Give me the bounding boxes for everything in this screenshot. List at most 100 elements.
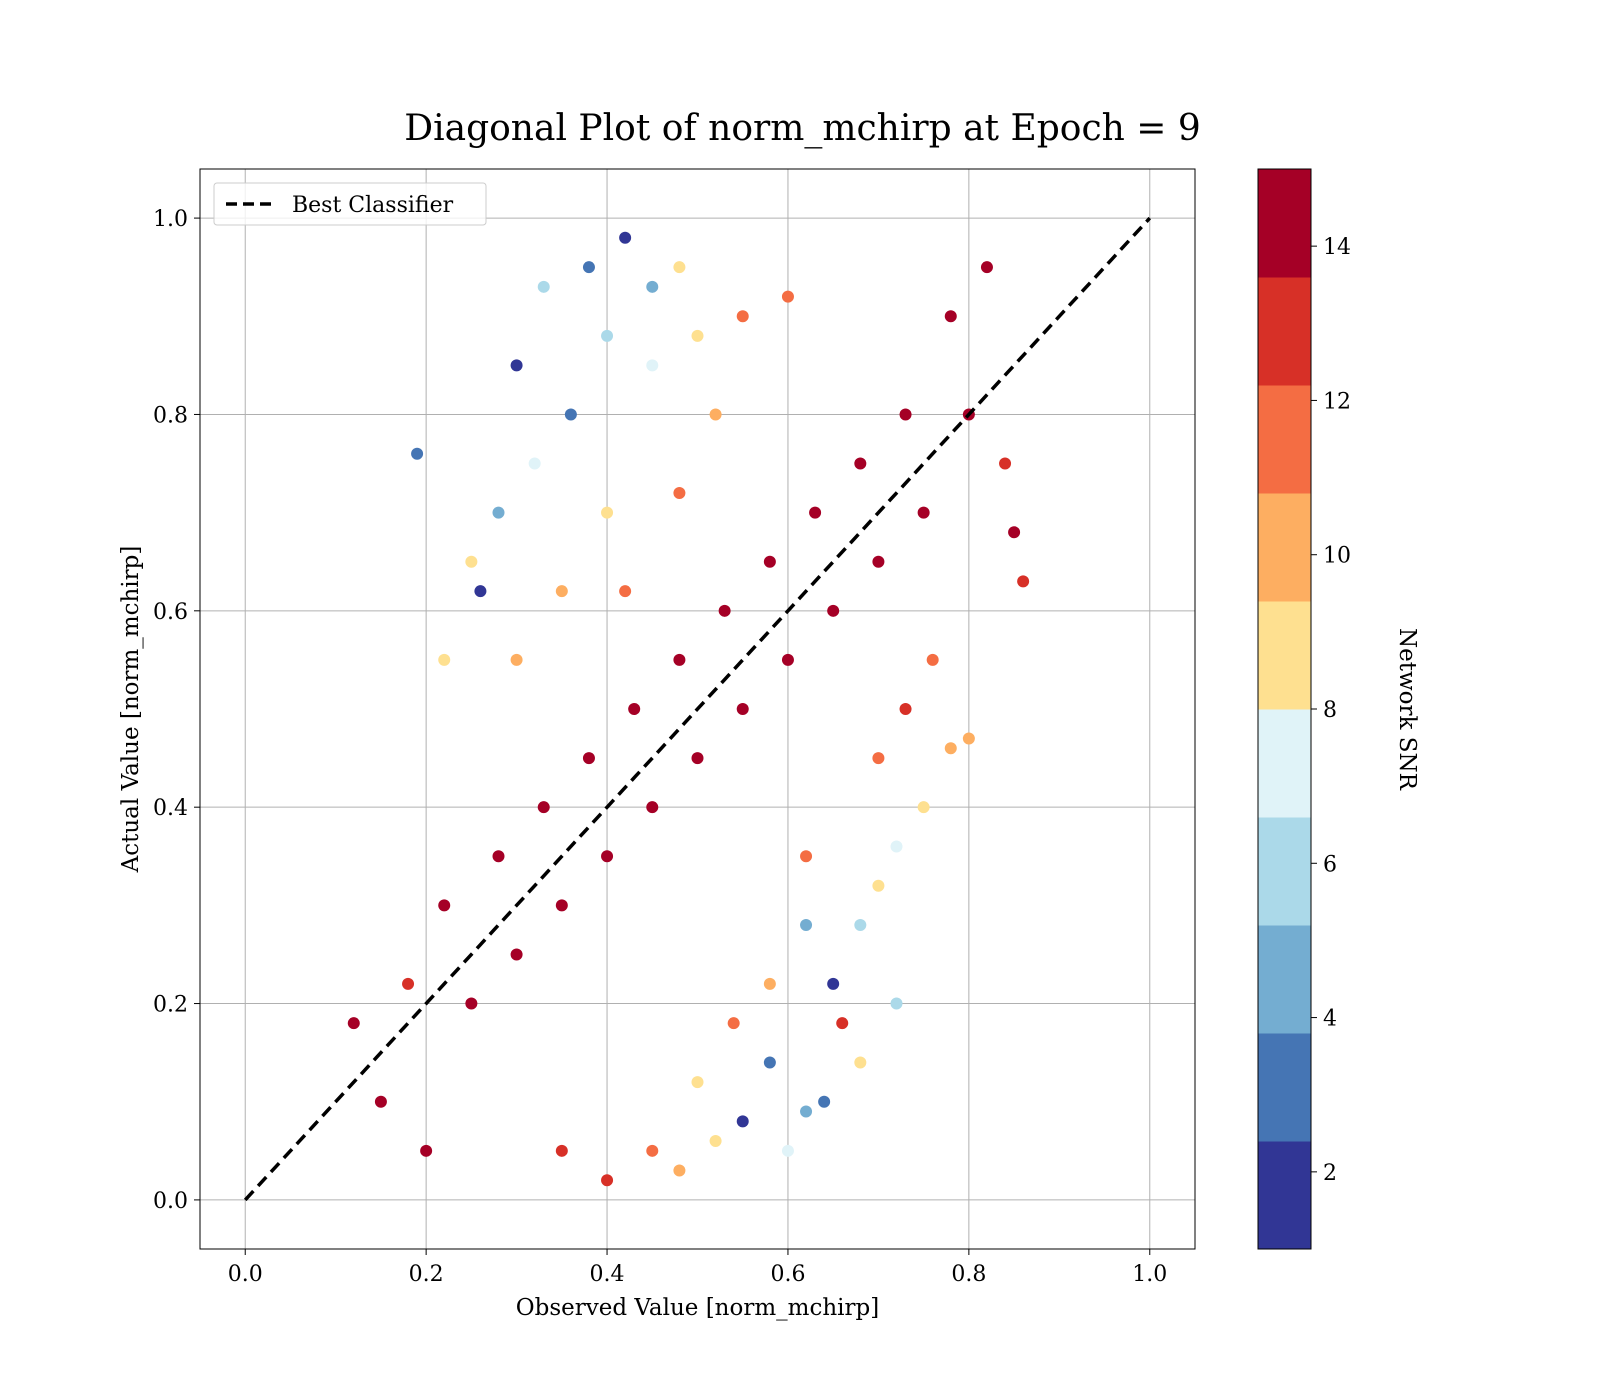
- colorbar-label: Network SNR: [1394, 628, 1420, 791]
- y-axis-label: Actual Value [norm_mchirp]: [118, 546, 144, 874]
- colorbar-tick-label: 10: [1323, 544, 1351, 569]
- colorbar-segment: [1258, 169, 1311, 278]
- legend-box: [213, 182, 487, 226]
- data-point: [926, 653, 939, 666]
- colorbar-tick-label: 8: [1323, 698, 1337, 723]
- reference-line-layer: [243, 216, 1152, 1202]
- data-point: [691, 1076, 704, 1089]
- data-point: [999, 457, 1012, 470]
- data-point: [601, 329, 614, 342]
- data-point: [465, 997, 478, 1010]
- y-tick-label: 0.0: [153, 1189, 188, 1214]
- data-point: [438, 653, 451, 666]
- data-point: [890, 997, 903, 1010]
- data-point: [673, 487, 686, 499]
- data-point: [890, 840, 903, 853]
- data-point: [564, 408, 577, 421]
- x-axis-ticks: 0.0 0.2 0.4 0.6 0.8 1.0: [228, 1249, 1167, 1287]
- data-point: [899, 703, 912, 715]
- data-point: [619, 231, 632, 244]
- data-point: [420, 1144, 433, 1157]
- data-point: [555, 1144, 568, 1157]
- data-point: [709, 1135, 722, 1147]
- colorbar-segment: [1258, 493, 1311, 602]
- data-point: [601, 1174, 614, 1187]
- data-point: [646, 801, 659, 814]
- data-point: [781, 653, 794, 666]
- colorbar-segment: [1258, 817, 1311, 926]
- data-point: [691, 329, 704, 342]
- data-point: [944, 742, 957, 755]
- data-point: [836, 1017, 849, 1030]
- colorbar-tick-label: 6: [1323, 852, 1337, 877]
- colorbar-segment: [1258, 1141, 1311, 1250]
- data-point: [691, 752, 704, 765]
- colorbar-segment: [1258, 277, 1311, 386]
- data-point: [800, 850, 813, 863]
- x-axis-label: Observed Value [norm_mchirp]: [516, 1295, 879, 1321]
- y-tick-label: 1.0: [153, 207, 188, 232]
- x-tick-label: 0.8: [951, 1262, 986, 1287]
- data-point: [763, 555, 776, 568]
- colorbar-tick-label: 2: [1323, 1161, 1337, 1186]
- data-point: [827, 977, 840, 990]
- data-point: [818, 1095, 831, 1108]
- data-point: [411, 447, 424, 460]
- data-points: [347, 231, 1030, 1187]
- data-point: [854, 457, 867, 470]
- data-point: [709, 408, 722, 421]
- x-tick-label: 0.4: [590, 1262, 625, 1287]
- colorbar-tick-label: 12: [1323, 389, 1351, 414]
- data-point: [736, 703, 749, 715]
- data-point: [827, 604, 840, 617]
- data-point: [854, 919, 867, 931]
- colorbar-segment: [1258, 925, 1311, 1034]
- data-point: [917, 506, 930, 519]
- data-point: [402, 977, 415, 990]
- data-point: [944, 310, 957, 323]
- data-point: [899, 408, 912, 421]
- plot-frame: [199, 168, 1196, 1250]
- data-point: [646, 1144, 659, 1157]
- y-tick-label: 0.8: [153, 403, 188, 428]
- data-point: [673, 653, 686, 666]
- data-point: [492, 506, 505, 519]
- data-point: [872, 879, 885, 892]
- colorbar-segment: [1258, 709, 1311, 818]
- data-point: [781, 290, 794, 303]
- data-point: [438, 899, 451, 912]
- data-point: [474, 585, 487, 598]
- data-point: [800, 919, 813, 931]
- data-point: [673, 1164, 686, 1177]
- x-tick-label: 0.6: [770, 1262, 805, 1287]
- chart-title: Diagonal Plot of norm_mchirp at Epoch = …: [404, 108, 1201, 149]
- data-point: [736, 1115, 749, 1128]
- data-point: [718, 604, 731, 617]
- data-point: [601, 506, 614, 519]
- data-point: [800, 1105, 813, 1118]
- data-point: [917, 801, 930, 814]
- x-tick-label: 0.2: [409, 1262, 444, 1287]
- data-point: [763, 977, 776, 990]
- data-point: [374, 1095, 387, 1108]
- data-point: [673, 261, 686, 274]
- data-point: [510, 359, 523, 372]
- colorbar-segment: [1258, 385, 1311, 494]
- data-point: [763, 1056, 776, 1069]
- colorbar: [1258, 169, 1311, 1250]
- colorbar-tick-label: 14: [1323, 235, 1351, 260]
- x-tick-label: 0.0: [228, 1262, 263, 1287]
- data-point: [854, 1056, 867, 1069]
- data-point: [628, 703, 641, 715]
- x-tick-label: 1.0: [1132, 1262, 1167, 1287]
- legend-label: Best Classifier: [292, 193, 454, 218]
- data-point: [962, 732, 975, 745]
- data-point: [1017, 575, 1030, 588]
- data-point: [347, 1017, 360, 1030]
- data-point: [537, 801, 550, 814]
- data-point: [582, 752, 595, 765]
- data-point: [582, 261, 595, 274]
- colorbar-segment: [1258, 601, 1311, 710]
- y-tick-label: 0.4: [153, 796, 188, 821]
